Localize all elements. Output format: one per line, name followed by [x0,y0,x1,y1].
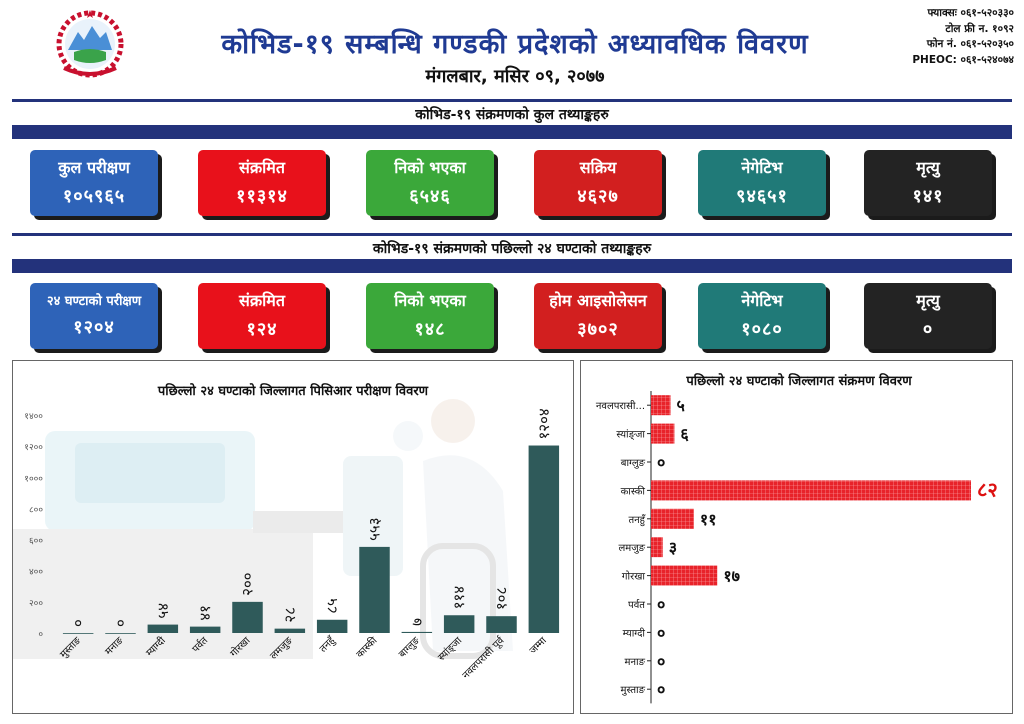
contact-info: फ्याक्सः ०६१-५२०३३० टोल फ्री न. १०९२ फोन… [912,6,1014,68]
hbar-category-label: तनहुँ [628,514,646,527]
hbar-category-label: बाग्लुङ [621,458,646,469]
card-total-infected: संक्रमित ११३१४ [198,150,326,216]
report-date: मंगलबार, मसिर ०९, २०७७ [425,66,605,87]
section1-band [12,125,1012,139]
card-daily-infected: संक्रमित १२४ [198,283,326,349]
hbar-value-label: ० [657,453,665,472]
bar [147,624,179,633]
hbar-category-label: मुस्ताङ [620,685,645,696]
y-tick-label: ८०० [29,505,43,515]
hbar-chart-title: पछिल्लो २४ घण्टाको जिल्लागत संक्रमण विवर… [685,373,912,389]
bar-value-label: ० [112,619,130,627]
hbar [651,480,971,501]
hbar-value-label: ० [657,595,665,614]
phone-number: फोन नं. ०६१-५२०३५० [926,38,1014,50]
bar-value-label: २८ [281,607,299,623]
section1-top-rule [12,99,1012,102]
card-total-active: सक्रिय ४६२७ [534,150,662,216]
card-daily-tests: २४ घण्टाको परीक्षण १२०४ [30,283,158,349]
bar [443,615,475,633]
bar [401,631,433,633]
page-title: कोभिड-१९ सम्बन्धि गण्डकी प्रदेशको अध्याव… [221,29,809,60]
hbar [651,537,663,558]
lab-illustration-icon [13,399,513,659]
hbar-value-label: ११ [700,510,717,529]
bar [486,616,517,633]
hbar-value-label: ० [657,652,665,671]
hbar-category-label: पर्वत [628,599,645,611]
hbar-category-label: नवलपरासी... [596,400,645,412]
hbar-value-label: ० [657,623,665,642]
hbar-category-label: लमजुङ [618,543,645,554]
bar-value-label: ११४ [450,586,468,610]
card-total-tests: कुल परीक्षण १०५९६५ [30,150,158,216]
bar-value-label: ५४ [154,603,172,619]
section1-title: कोभिड-१९ संक्रमणको कुल तथ्याङ्कहरु [415,107,609,123]
y-tick-label: ६०० [29,537,43,547]
hbar-category-label: मनाङ [625,657,646,668]
hbar [651,565,718,586]
hbar-value-label: ८२ [977,477,998,501]
bar [528,445,560,633]
section2-top-rule [12,233,1012,236]
bar-value-label: ० [69,619,87,627]
card-total-recovered: निको भएका ६५४६ [366,150,494,216]
bar-chart-title: पछिल्लो २४ घण्टाको जिल्लागत पिसिआर परीक्… [157,383,429,399]
hbar-value-label: ३ [669,538,677,557]
district-infection-chart-panel: पछिल्लो २४ घण्टाको जिल्लागत संक्रमण विवर… [580,360,1013,714]
nepal-emblem-icon [56,10,124,78]
bar-value-label: १२०४ [535,408,553,439]
section2-title: कोभिड-१९ संक्रमणको पछिल्लो २४ घण्टाको तथ… [372,241,652,257]
card-daily-deaths: मृत्यु ० [864,283,992,349]
hbar [651,395,671,416]
pcr-test-chart-panel: पछिल्लो २४ घण्टाको जिल्लागत पिसिआर परीक्… [12,360,574,714]
hbar-category-label: कास्की [621,485,646,497]
card-daily-negative: नेगेटिभ १०८० [698,283,826,349]
section2-band [12,259,1012,273]
y-tick-label: १००० [24,474,43,484]
bar-value-label: ५५३ [366,517,384,540]
card-total-negative: नेगेटिभ ९४६५१ [698,150,826,216]
hbar-chart-bars: नवलपरासी... ५ स्यांङ्जा ६ बाग्लुङ ० कास्की ८२ तन… [596,391,998,704]
hbar-value-label: ० [657,680,665,699]
bar-value-label: २०० [239,572,257,595]
y-tick-label: ० [38,630,43,640]
hbar-value-label: ५ [677,396,685,415]
hbar-category-label: गोरखा [622,571,645,583]
hbar-category-label: स्यांङ्जा [616,429,645,441]
card-total-deaths: मृत्यु १४१ [864,150,992,216]
bar [105,633,136,634]
bar-chart-y-axis: ० २०० ४०० ६०० ८०० १००० १२०० १४०० [24,412,43,640]
bar [316,619,348,633]
bar [189,626,221,633]
y-tick-label: २०० [29,599,43,609]
x-category-label: कास्की [354,634,380,660]
bar-value-label: १०८ [493,587,511,610]
card-home-isolation: होम आइसोलेसन ३७०२ [534,283,662,349]
y-tick-label: १२०० [24,443,43,453]
bar [359,546,390,633]
pheoc-number: PHEOC: ०६१-५२४०७४ [912,53,1014,66]
fax-number: फ्याक्सः ०६१-५२०३३० [927,7,1015,19]
district-infection-bar-chart: पछिल्लो २४ घण्टाको जिल्लागत संक्रमण विवर… [596,373,998,704]
x-category-label: तनहुँ [317,634,339,656]
hbar [651,423,675,444]
x-category-label: जम्मा [528,635,549,656]
card-daily-recovered: निको भएका १४८ [366,283,494,349]
bar-value-label: ७ [408,618,426,626]
hbar-value-label: ६ [680,425,689,444]
hbar-category-label: म्याग्दी [623,627,646,639]
bar [274,628,306,633]
hbar-value-label: १७ [723,567,740,586]
x-category-label: बाग्लुङ [397,635,422,660]
bar-value-label: ८५ [323,598,341,614]
toll-free-number: टोल फ्री न. १०९२ [945,22,1014,35]
y-tick-label: १४०० [24,412,43,422]
bar [232,601,263,633]
bar [62,633,94,634]
bar-value-label: ४१ [196,605,214,621]
y-tick-label: ४०० [29,568,43,578]
pcr-test-bar-chart: पछिल्लो २४ घण्टाको जिल्लागत पिसिआर परीक्… [13,383,560,681]
hbar [651,508,694,529]
